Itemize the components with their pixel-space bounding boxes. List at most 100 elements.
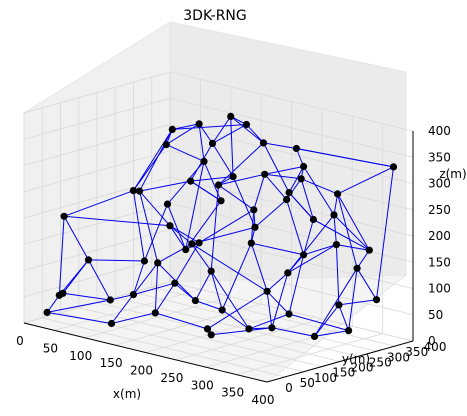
y-tick-label: 50 (300, 376, 315, 390)
edge (230, 116, 264, 144)
edge (264, 166, 304, 175)
node-point (129, 291, 137, 299)
edge (263, 142, 290, 193)
edge (167, 203, 187, 250)
edge (218, 173, 265, 186)
node-point (300, 162, 308, 171)
node-point (163, 200, 172, 208)
x-tick-label: 200 (130, 364, 153, 378)
node-point (188, 240, 196, 248)
edge (88, 259, 145, 262)
node-point (203, 325, 212, 333)
edge (132, 260, 145, 295)
edge (296, 148, 394, 168)
node-point (263, 287, 271, 295)
x-tick-label: 150 (100, 356, 123, 370)
edge (88, 259, 111, 301)
node-point (200, 157, 208, 165)
edge (110, 294, 134, 301)
x-tick-label: 100 (69, 349, 92, 363)
edge (218, 142, 264, 186)
edge (288, 166, 305, 193)
edge (212, 124, 247, 144)
node-point (195, 239, 203, 247)
edge (191, 243, 268, 292)
node-point (207, 267, 215, 275)
node-point (60, 212, 68, 220)
node-point (214, 181, 223, 189)
edge (63, 216, 89, 261)
edge (248, 313, 290, 330)
edge (195, 300, 223, 311)
edge (314, 330, 349, 337)
node-point (300, 251, 308, 259)
node-point (283, 196, 291, 204)
edge (154, 262, 159, 313)
z-tick-label: 100 (428, 282, 451, 296)
edge (218, 184, 255, 211)
edge (132, 144, 167, 191)
node-point (251, 223, 259, 231)
node-point (365, 246, 373, 254)
node-point (107, 319, 116, 328)
edge (47, 299, 111, 313)
y-tick-label: 150 (332, 366, 355, 380)
node-point (84, 256, 93, 264)
edge (132, 129, 173, 191)
node-point (187, 177, 195, 185)
x-tick-label: 350 (221, 386, 244, 400)
edge (300, 178, 314, 220)
node-point (208, 139, 217, 147)
edge (47, 311, 112, 324)
node-point (162, 141, 170, 149)
edge (266, 272, 289, 292)
edge (314, 304, 340, 337)
edge (221, 242, 252, 311)
grid-line-z (23, 150, 414, 211)
node-point (332, 241, 340, 249)
grid-line-z (23, 97, 414, 158)
node-point (168, 125, 176, 133)
node-point (372, 296, 381, 304)
node-point (217, 197, 225, 205)
x-axis-label: x(m) (113, 387, 141, 401)
node-point (245, 325, 253, 333)
y-tick-label: 200 (351, 361, 374, 375)
edge (191, 243, 212, 272)
edge (166, 123, 200, 146)
edge (143, 203, 168, 262)
node-point (259, 139, 268, 147)
y-tick-label: 250 (369, 355, 392, 369)
edge (336, 244, 370, 251)
edge (174, 242, 200, 284)
y-tick-label: 0 (285, 381, 293, 395)
z-axis-label: z(m) (439, 167, 466, 181)
edge (337, 193, 358, 269)
edge (210, 270, 250, 330)
edge (64, 215, 170, 227)
node-point (285, 189, 293, 197)
node-point (166, 222, 174, 230)
edge (271, 327, 315, 337)
node-point (309, 215, 317, 224)
node-point (345, 327, 353, 335)
node-point (292, 144, 300, 153)
nodes-group (43, 112, 398, 340)
z-tick-label: 150 (428, 255, 451, 269)
edge (221, 309, 250, 330)
edge (286, 199, 305, 255)
node-point (353, 264, 361, 272)
node-point (229, 173, 237, 181)
edge (264, 173, 287, 200)
y-tick-label: 400 (424, 340, 447, 354)
edge (356, 249, 370, 269)
node-point (227, 112, 235, 120)
edge (254, 199, 287, 228)
edge (211, 327, 272, 336)
edge (185, 161, 205, 250)
edge (198, 209, 255, 244)
edge (194, 270, 212, 301)
edge (303, 244, 337, 256)
y-axis-label: y(m) (342, 352, 370, 366)
node-point (171, 279, 179, 287)
